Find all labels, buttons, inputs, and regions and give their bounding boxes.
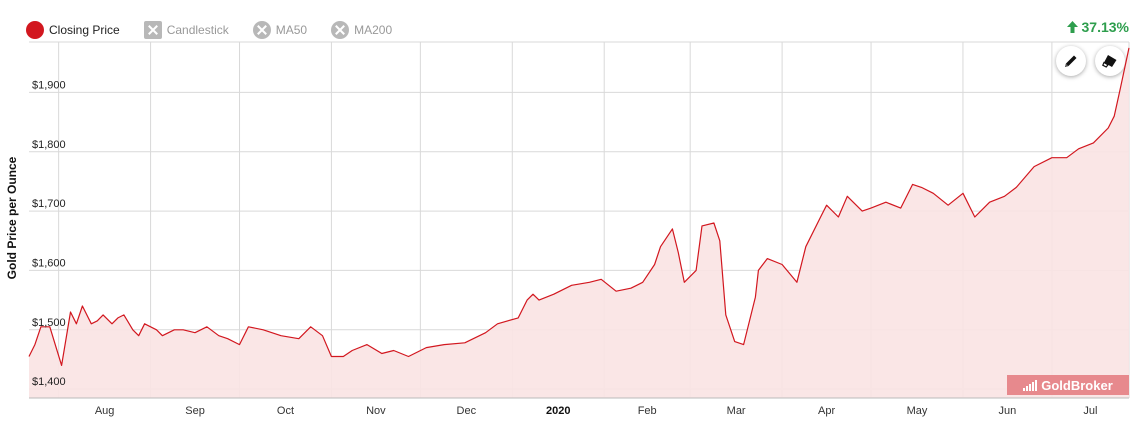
x-tick-label: Oct — [277, 405, 294, 417]
filled-circle-icon — [26, 21, 44, 39]
x-tick-label: Feb — [638, 405, 657, 417]
x-tick-label: Jul — [1083, 405, 1097, 417]
legend-closing-price[interactable]: Closing Price — [26, 21, 120, 39]
grid-vertical — [58, 42, 1130, 398]
x-tick-label: Sep — [185, 405, 205, 417]
y-tick-label: $1,600 — [32, 257, 66, 269]
chart-legend: Closing Price Candlestick MA50 MA200 — [26, 18, 416, 42]
x-tick-label: Mar — [727, 405, 746, 417]
y-tick-label: $1,400 — [32, 376, 66, 388]
watermark-text: GoldBroker — [1041, 377, 1113, 393]
pencil-icon — [1065, 55, 1077, 67]
y-tick-label: $1,500 — [32, 317, 66, 329]
legend-ma50[interactable]: MA50 — [252, 21, 308, 39]
grid-horizontal — [29, 41, 1129, 390]
arrow-up-icon — [1066, 21, 1078, 33]
legend-label: Candlestick — [166, 23, 229, 37]
x-tick-label: May — [907, 405, 928, 417]
price-line — [28, 47, 1130, 366]
legend-label: MA200 — [354, 23, 393, 37]
x-tick-label: Dec — [457, 405, 477, 417]
x-tick-label: Jun — [999, 405, 1017, 417]
price-change-value: 37.13% — [1081, 19, 1129, 35]
cross-circle-icon — [252, 21, 271, 39]
draw-button[interactable] — [1056, 46, 1086, 76]
x-axis-labels: Aug Sep Oct Nov Dec 2020 Feb Mar Apr May Jun Jul — [95, 405, 1098, 417]
price-area-fill — [29, 47, 1129, 399]
legend-ma200[interactable]: MA200 — [331, 21, 392, 39]
legend-label: Closing Price — [49, 23, 120, 37]
y-tick-label: $1,800 — [32, 139, 66, 151]
x-tick-label: Apr — [818, 405, 835, 417]
x-tick-label: Aug — [95, 405, 115, 417]
bars-logo-icon — [1023, 379, 1038, 391]
legend-candlestick[interactable]: Candlestick — [143, 21, 229, 39]
y-axis-labels: $1,400 $1,500 $1,600 $1,700 $1,800 $1,900 — [32, 79, 66, 388]
price-change-indicator: 37.13% — [1066, 19, 1129, 35]
goldbroker-watermark: GoldBroker — [1007, 375, 1129, 395]
y-axis-title: Gold Price per Ounce — [5, 156, 19, 279]
eraser-icon — [1102, 55, 1117, 68]
cross-square-icon — [143, 21, 162, 39]
y-tick-label: $1,900 — [32, 79, 66, 91]
x-tick-label: 2020 — [546, 405, 570, 417]
y-tick-label: $1,700 — [32, 198, 66, 210]
legend-label: MA50 — [275, 23, 308, 37]
erase-button[interactable] — [1095, 46, 1125, 76]
cross-circle-icon — [331, 21, 350, 39]
x-tick-label: Nov — [366, 405, 386, 417]
